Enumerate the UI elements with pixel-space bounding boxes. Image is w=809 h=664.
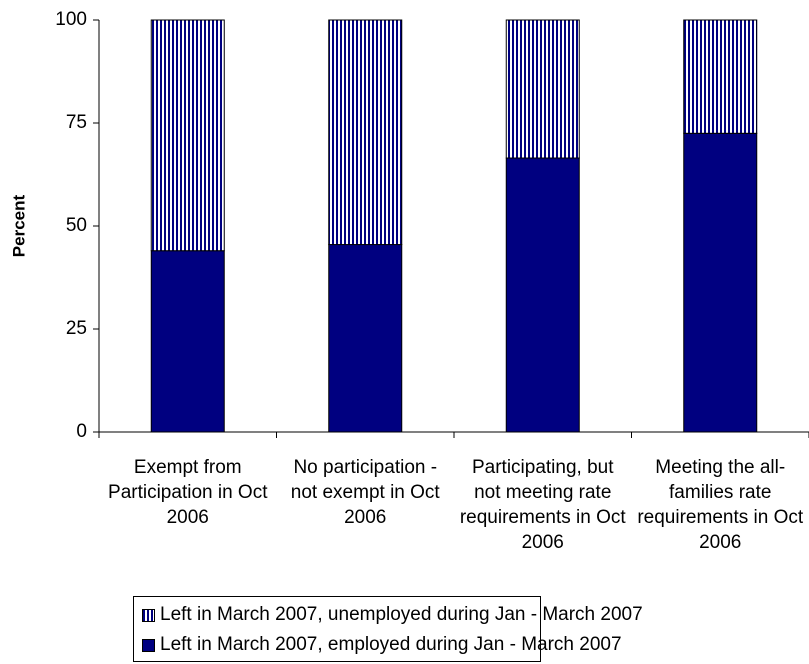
plot: Percent 0 25 50 75 100	[9, 9, 809, 442]
y-tick-label: 0	[76, 421, 87, 442]
legend-entry: Left in March 2007, unemployed during Ja…	[142, 601, 643, 629]
y-tick-label: 50	[66, 215, 87, 236]
bar-segment	[328, 244, 403, 433]
bar-segment	[150, 250, 225, 433]
x-tick-label: Participating, but not meeting rate requ…	[459, 457, 626, 553]
y-axis-label: Percent	[9, 194, 28, 257]
legend-label: Left in March 2007, unemployed during Ja…	[160, 604, 643, 625]
x-tick-label: Meeting the all-families rate requiremen…	[637, 457, 804, 553]
x-tick-label: No participation - not exempt in Oct 200…	[290, 457, 440, 528]
legend: Left in March 2007, unemployed during Ja…	[133, 596, 643, 662]
bar-segment	[683, 132, 758, 433]
legend-label: Left in March 2007, employed during Jan …	[160, 634, 622, 655]
y-tick-label: 25	[66, 318, 87, 339]
bar-segment	[683, 19, 758, 134]
legend-swatch	[142, 608, 155, 622]
y-tick-label: 75	[66, 112, 87, 133]
legend-swatch	[142, 638, 155, 652]
legend-entry: Left in March 2007, employed during Jan …	[142, 631, 622, 659]
x-tick-label: Exempt from Participation in Oct 2006	[108, 457, 268, 528]
y-tick-label: 100	[55, 9, 87, 30]
bar-segment	[505, 157, 580, 433]
bar-segment	[505, 19, 580, 159]
bar-segment	[328, 19, 403, 246]
bar-segment	[150, 19, 225, 252]
